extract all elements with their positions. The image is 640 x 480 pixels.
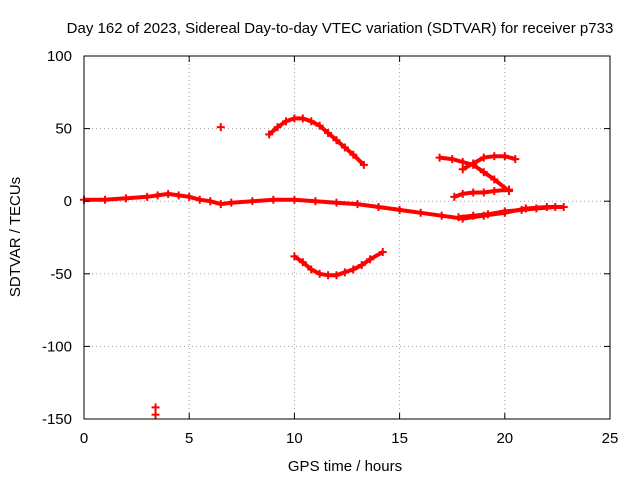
data-point: [164, 189, 173, 198]
data-point: [290, 252, 299, 261]
y-tick-label: -50: [50, 266, 72, 283]
data-point: [216, 200, 225, 209]
data-point: [290, 195, 299, 204]
data-point: [559, 203, 568, 212]
data-point: [349, 265, 358, 274]
data-point: [479, 188, 488, 197]
x-tick-label: 25: [602, 430, 619, 447]
data-point: [298, 258, 307, 267]
data-point: [227, 198, 236, 207]
y-tick-label: 0: [64, 193, 72, 210]
data-point: [311, 197, 320, 206]
data-point: [340, 143, 349, 152]
plot-frame: [83, 55, 611, 420]
x-tick-label: 20: [496, 430, 513, 447]
data-point: [469, 188, 478, 197]
data-point: [458, 165, 467, 174]
y-tick-label: -150: [42, 411, 72, 428]
series-lower-arc: [290, 248, 387, 280]
data-point: [479, 153, 488, 162]
data-point: [307, 265, 316, 274]
data-point: [450, 192, 459, 201]
x-axis-label: GPS time / hours: [288, 458, 402, 475]
data-point: [143, 192, 152, 201]
data-point: [505, 185, 514, 194]
data-point: [216, 123, 225, 132]
data-point: [281, 117, 290, 126]
data-point: [340, 268, 349, 277]
data-point: [273, 123, 282, 132]
data-point: [469, 159, 478, 168]
data-point: [315, 121, 324, 130]
data-point: [500, 207, 509, 216]
series-upper-arc-3: [458, 152, 520, 174]
y-tick-label: 100: [47, 48, 72, 65]
ticks: 0 5 10 15 20 25 -150 -100 -50 0 50 100: [42, 48, 618, 447]
data-point: [332, 198, 341, 207]
data-point: [374, 203, 383, 212]
data-point: [324, 271, 333, 280]
data-point: [315, 269, 324, 278]
data-point: [490, 175, 499, 184]
x-tick-label: 0: [80, 430, 88, 447]
data-point: [101, 195, 110, 204]
data-point: [458, 189, 467, 198]
y-tick-label: -100: [42, 338, 72, 355]
data-point: [395, 205, 404, 214]
data-point: [500, 152, 509, 161]
data-point: [483, 210, 492, 219]
series-isolated-a: [216, 123, 225, 132]
series-dashes-1: [454, 203, 560, 222]
data-point: [298, 114, 307, 123]
y-axis-label: SDTVAR / TECUs: [7, 177, 24, 297]
data-point: [269, 195, 278, 204]
x-tick-label: 15: [391, 430, 408, 447]
data-point: [479, 168, 488, 177]
data-point: [332, 271, 341, 280]
data-point: [517, 205, 526, 214]
data-point: [511, 155, 520, 164]
data-point: [435, 153, 444, 162]
grid: [84, 56, 610, 419]
data-point: [349, 150, 358, 159]
data-point: [532, 204, 541, 213]
data-point: [122, 194, 131, 203]
data-point: [490, 152, 499, 161]
series-upper-arc-1: [265, 114, 368, 169]
data-point: [378, 248, 387, 257]
data-point: [359, 160, 368, 169]
data-point: [307, 117, 316, 126]
data-point: [416, 208, 425, 217]
data-point: [551, 203, 560, 212]
data-point: [248, 197, 257, 206]
data-point: [324, 128, 333, 137]
data-point: [448, 155, 457, 164]
data-point: [206, 197, 215, 206]
data-point: [353, 200, 362, 209]
data-point: [490, 187, 499, 196]
data-point: [265, 130, 274, 139]
chart-title: Day 162 of 2023, Sidereal Day-to-day VTE…: [67, 20, 614, 37]
data-point: [454, 213, 463, 222]
data-point: [153, 191, 162, 200]
data-point: [357, 261, 366, 270]
data-point: [469, 211, 478, 220]
data-point: [290, 114, 299, 123]
series-layer: [80, 114, 568, 419]
data-point: [458, 157, 467, 166]
data-point: [185, 192, 194, 201]
data-point: [366, 255, 375, 264]
data-point: [195, 195, 204, 204]
data-point: [174, 191, 183, 200]
data-point: [151, 410, 160, 419]
data-point: [437, 211, 446, 220]
x-tick-label: 5: [185, 430, 193, 447]
y-tick-label: 50: [55, 121, 72, 138]
series-upper-arc-4: [450, 185, 514, 201]
x-tick-label: 10: [286, 430, 303, 447]
data-point: [332, 136, 341, 145]
data-point: [151, 403, 160, 412]
series-isolated-b: [151, 403, 160, 419]
